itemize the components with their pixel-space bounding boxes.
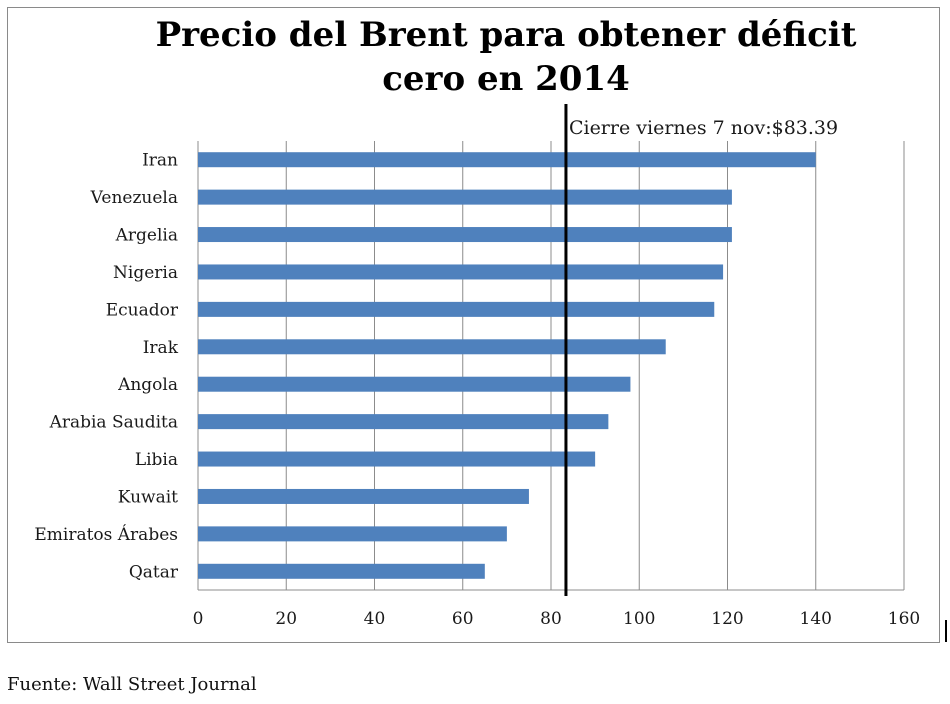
bar: [198, 189, 732, 205]
category-label: Argelia: [115, 226, 178, 246]
bar: [198, 488, 529, 504]
bar: [198, 264, 724, 280]
category-label: Libia: [135, 450, 178, 470]
bar: [198, 339, 666, 355]
bars: [198, 152, 816, 579]
category-label: Ecuador: [106, 300, 179, 320]
reference-line-group: Cierre viernes 7 nov:$83.39: [564, 104, 838, 596]
bar: [198, 227, 732, 243]
category-label: Qatar: [129, 562, 179, 582]
bar: [198, 376, 631, 392]
tick-label: 120: [711, 609, 743, 629]
edge-mark: [945, 620, 947, 642]
tick-label: 20: [275, 609, 297, 629]
tick-label: 140: [800, 609, 832, 629]
category-label: Iran: [142, 151, 178, 171]
chart-title: Precio del Brent para obtener déficitcer…: [156, 15, 857, 99]
bar: [198, 563, 485, 579]
source-note: Fuente: Wall Street Journal: [7, 674, 257, 695]
x-axis: 0 20 40 60 80 100 120 140 160: [193, 609, 921, 629]
category-label: Angola: [117, 375, 178, 395]
category-label: Kuwait: [118, 487, 178, 507]
category-label: Venezuela: [90, 188, 178, 208]
tick-label: 40: [364, 609, 386, 629]
chart-title-line: cero en 2014: [382, 59, 630, 99]
tick-label: 60: [452, 609, 474, 629]
category-label: Nigeria: [113, 263, 178, 283]
tick-label: 100: [623, 609, 655, 629]
tick-label: 0: [193, 609, 204, 629]
bar: [198, 451, 596, 467]
chart-title-line: Precio del Brent para obtener déficit: [156, 15, 857, 55]
gridlines: [197, 141, 905, 591]
bar: [198, 526, 507, 542]
tick-label: 160: [888, 609, 920, 629]
category-labels: Iran Venezuela Argelia Nigeria Ecuador Irak An…: [34, 151, 179, 583]
category-label: Emiratos Árabes: [34, 524, 178, 545]
category-label: Arabia Saudita: [49, 413, 178, 433]
bar: [198, 301, 715, 317]
bar: [198, 414, 609, 430]
category-label: Irak: [143, 338, 179, 358]
reference-line-label: Cierre viernes 7 nov:$83.39: [569, 117, 838, 139]
tick-label: 80: [540, 609, 562, 629]
bar: [198, 152, 816, 168]
